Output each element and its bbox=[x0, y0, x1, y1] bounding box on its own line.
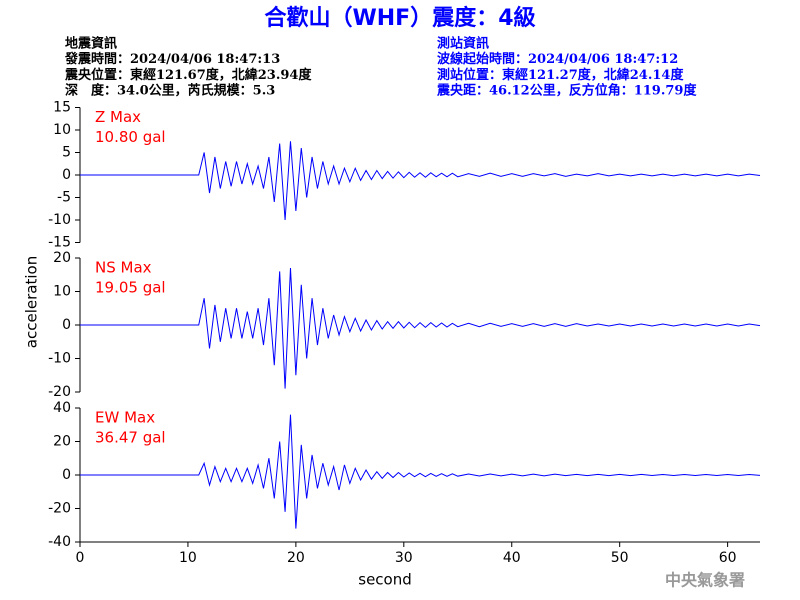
info-left: 地震資訊 bbox=[65, 36, 117, 52]
x-tick-label: 60 bbox=[719, 550, 737, 566]
info-right: 震央距：46.12公里，反方位角：119.79度 bbox=[436, 83, 697, 99]
x-tick-label: 30 bbox=[395, 550, 413, 566]
panel-name: Z Max bbox=[95, 108, 141, 126]
chart-title: 合歡山（WHF）震度：4級 bbox=[264, 5, 535, 31]
panel-max: 19.05 gal bbox=[95, 279, 166, 297]
panel-name: EW Max bbox=[95, 409, 155, 427]
panel-max: 10.80 gal bbox=[95, 128, 166, 146]
panel-max: 36.47 gal bbox=[95, 429, 166, 447]
y-tick-label: 0 bbox=[62, 167, 71, 183]
y-tick-label: 0 bbox=[62, 467, 71, 483]
y-tick-label: 0 bbox=[62, 317, 71, 333]
y-tick-label: -20 bbox=[48, 384, 71, 400]
y-tick-label: -20 bbox=[48, 501, 71, 517]
info-left: 震央位置：東經121.67度，北緯23.94度 bbox=[64, 67, 312, 83]
footer: 中央氣象署 bbox=[665, 571, 745, 590]
info-right: 測站位置：東經121.27度，北緯24.14度 bbox=[437, 67, 684, 83]
y-tick-label: -40 bbox=[48, 534, 71, 550]
x-tick-label: 10 bbox=[179, 550, 197, 566]
x-tick-label: 0 bbox=[76, 550, 85, 566]
waveform bbox=[80, 141, 761, 221]
y-axis-label: acceleration bbox=[23, 256, 41, 348]
info-right: 波線起始時間：2024/04/06 18:47:12 bbox=[437, 51, 678, 67]
y-tick-label: -15 bbox=[48, 235, 71, 251]
y-tick-label: 20 bbox=[53, 250, 71, 266]
y-tick-label: -10 bbox=[48, 351, 71, 367]
x-tick-label: 50 bbox=[611, 550, 629, 566]
y-tick-label: 15 bbox=[53, 100, 71, 116]
panel-name: NS Max bbox=[95, 259, 152, 277]
x-axis-label: second bbox=[358, 571, 412, 589]
y-tick-label: -5 bbox=[57, 190, 71, 206]
y-tick-label: 10 bbox=[53, 284, 71, 300]
x-tick-label: 20 bbox=[287, 550, 305, 566]
y-tick-label: 5 bbox=[62, 145, 71, 161]
info-left: 發震時間：2024/04/06 18:47:13 bbox=[64, 51, 280, 67]
waveform bbox=[80, 268, 761, 389]
info-right: 測站資訊 bbox=[437, 36, 489, 52]
x-tick-label: 40 bbox=[503, 550, 521, 566]
waveform bbox=[80, 414, 761, 529]
y-tick-label: -10 bbox=[48, 212, 71, 228]
info-left: 深 度：34.0公里，芮氏規模：5.3 bbox=[65, 83, 275, 99]
y-tick-label: 20 bbox=[53, 434, 71, 450]
y-tick-label: 10 bbox=[53, 122, 71, 138]
y-tick-label: 40 bbox=[53, 400, 71, 416]
